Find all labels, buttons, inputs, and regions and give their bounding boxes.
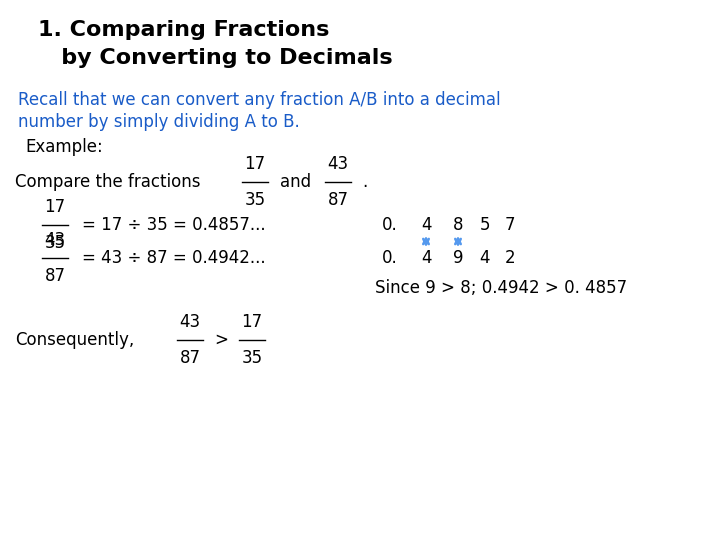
Text: 0.: 0. — [382, 216, 398, 234]
Text: and: and — [280, 173, 311, 191]
Text: 43: 43 — [328, 154, 348, 173]
Text: 17: 17 — [244, 154, 266, 173]
Text: 87: 87 — [179, 349, 200, 367]
Text: 43: 43 — [179, 313, 201, 330]
Text: 35: 35 — [45, 234, 66, 252]
Text: 9: 9 — [453, 249, 463, 267]
Text: Recall that we can convert any fraction A/B into a decimal: Recall that we can convert any fraction … — [18, 91, 500, 109]
Text: 43: 43 — [45, 231, 66, 248]
Text: Consequently,: Consequently, — [15, 331, 134, 349]
Text: 17: 17 — [45, 198, 66, 215]
Text: 17: 17 — [241, 313, 263, 330]
Text: 8: 8 — [453, 216, 463, 234]
Text: = 43 ÷ 87 = 0.4942...: = 43 ÷ 87 = 0.4942... — [82, 249, 266, 267]
Text: >: > — [214, 331, 228, 349]
Text: 87: 87 — [45, 267, 66, 285]
Text: by Converting to Decimals: by Converting to Decimals — [38, 48, 392, 68]
Text: 35: 35 — [244, 191, 266, 210]
Text: 7: 7 — [505, 216, 516, 234]
Text: 4: 4 — [480, 249, 490, 267]
Text: 1. Comparing Fractions: 1. Comparing Fractions — [38, 20, 329, 40]
Text: number by simply dividing A to B.: number by simply dividing A to B. — [18, 113, 300, 131]
Text: 2: 2 — [505, 249, 516, 267]
Text: Example:: Example: — [25, 138, 103, 156]
Text: Compare the fractions: Compare the fractions — [15, 173, 200, 191]
Text: .: . — [362, 173, 367, 191]
Text: 35: 35 — [241, 349, 263, 367]
Text: 4: 4 — [420, 249, 431, 267]
Text: Since 9 > 8; 0.4942 > 0. 4857: Since 9 > 8; 0.4942 > 0. 4857 — [375, 279, 627, 297]
Text: 87: 87 — [328, 191, 348, 210]
Text: = 17 ÷ 35 = 0.4857...: = 17 ÷ 35 = 0.4857... — [82, 216, 266, 234]
Text: 0.: 0. — [382, 249, 398, 267]
Text: 4: 4 — [420, 216, 431, 234]
Text: 5: 5 — [480, 216, 490, 234]
